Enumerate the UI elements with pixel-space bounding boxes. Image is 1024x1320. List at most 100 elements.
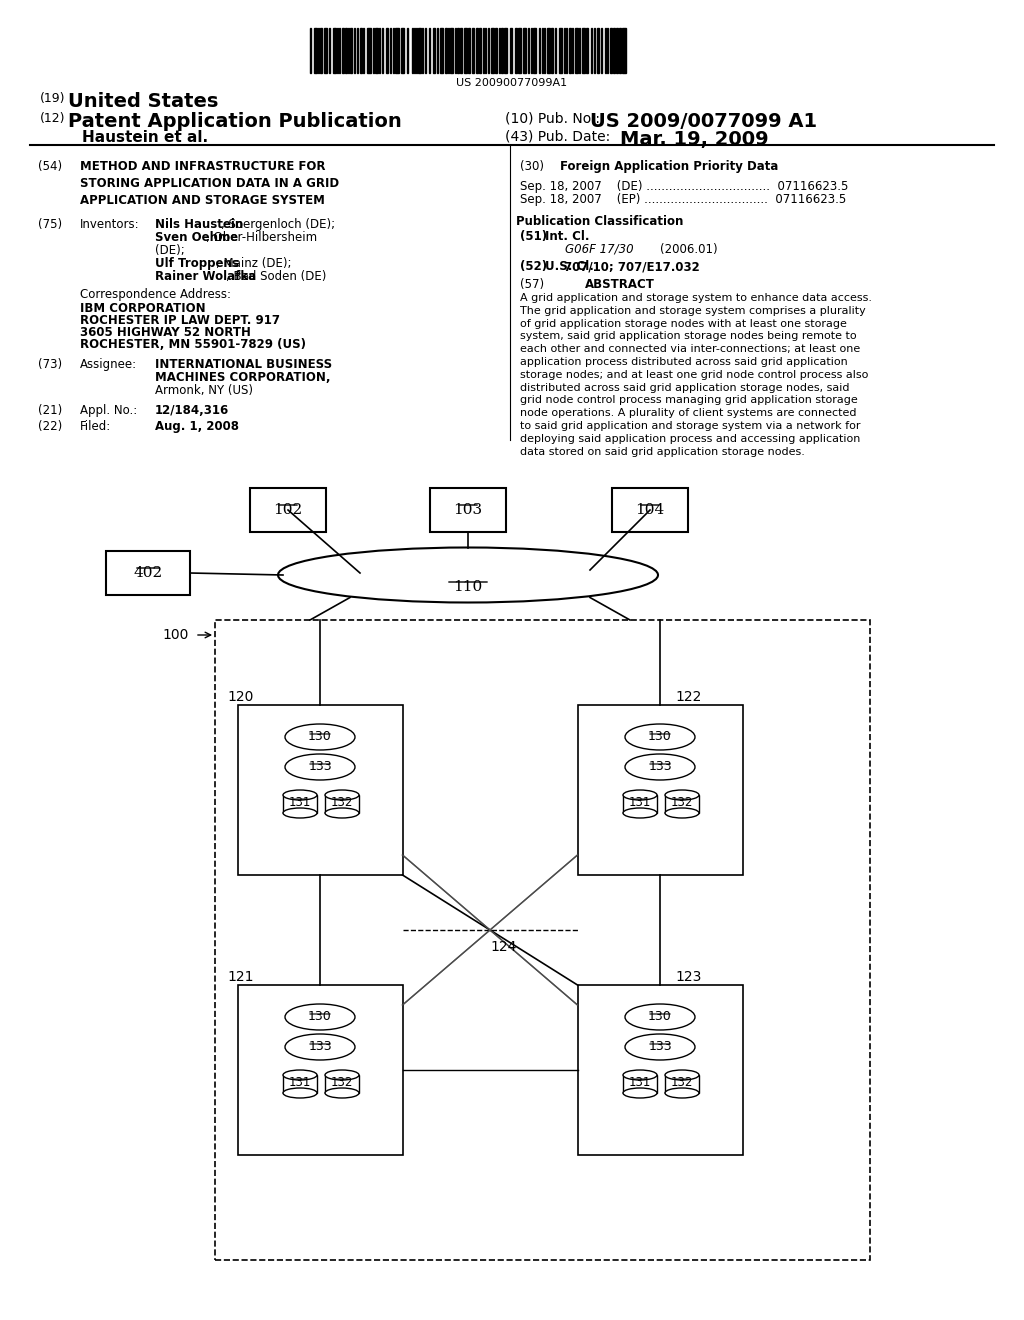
Bar: [500, 28, 501, 73]
Ellipse shape: [623, 808, 657, 818]
Ellipse shape: [665, 1071, 699, 1080]
Bar: [362, 28, 364, 73]
Bar: [238, 705, 402, 875]
Text: 131: 131: [289, 1076, 311, 1089]
Text: (52): (52): [520, 260, 547, 273]
Bar: [321, 28, 322, 73]
Bar: [582, 28, 585, 73]
Ellipse shape: [623, 1071, 657, 1080]
Ellipse shape: [623, 1088, 657, 1098]
Ellipse shape: [625, 1005, 695, 1030]
Bar: [379, 28, 380, 73]
Text: (57): (57): [520, 279, 544, 290]
Bar: [345, 28, 347, 73]
Bar: [337, 28, 338, 73]
Bar: [623, 795, 657, 813]
Text: (30): (30): [520, 160, 544, 173]
Ellipse shape: [285, 754, 355, 780]
Text: (2006.01): (2006.01): [660, 243, 718, 256]
Text: (22): (22): [38, 420, 62, 433]
Bar: [578, 985, 742, 1155]
Bar: [551, 28, 553, 73]
Bar: [382, 28, 383, 73]
Bar: [523, 28, 525, 73]
Bar: [568, 28, 570, 73]
Ellipse shape: [278, 548, 658, 602]
Text: , Mainz (DE);: , Mainz (DE);: [216, 257, 292, 271]
Ellipse shape: [325, 1088, 359, 1098]
Text: U.S. Cl.: U.S. Cl.: [545, 260, 594, 273]
Bar: [350, 28, 352, 73]
Ellipse shape: [283, 1071, 317, 1080]
Text: 120: 120: [227, 690, 254, 704]
Ellipse shape: [325, 1071, 359, 1080]
Bar: [482, 28, 483, 73]
Text: 12/184,316: 12/184,316: [155, 404, 229, 417]
Bar: [464, 28, 467, 73]
Bar: [407, 28, 409, 73]
Bar: [594, 28, 595, 73]
Bar: [422, 28, 423, 73]
Ellipse shape: [283, 808, 317, 818]
Text: INTERNATIONAL BUSINESS: INTERNATIONAL BUSINESS: [155, 358, 332, 371]
Bar: [623, 1074, 657, 1093]
Bar: [490, 28, 495, 73]
Bar: [329, 28, 330, 73]
Bar: [359, 28, 361, 73]
Text: 104: 104: [635, 503, 665, 517]
Ellipse shape: [285, 723, 355, 750]
Text: IBM CORPORATION: IBM CORPORATION: [80, 302, 206, 315]
Bar: [545, 28, 546, 73]
Text: (19): (19): [40, 92, 66, 106]
Bar: [354, 28, 355, 73]
Text: 131: 131: [289, 796, 311, 808]
Bar: [479, 28, 481, 73]
Ellipse shape: [623, 789, 657, 800]
Bar: [456, 28, 457, 73]
Text: ROCHESTER IP LAW DEPT. 917: ROCHESTER IP LAW DEPT. 917: [80, 314, 280, 327]
Text: , Soergenloch (DE);: , Soergenloch (DE);: [221, 218, 336, 231]
Text: 3605 HIGHWAY 52 NORTH: 3605 HIGHWAY 52 NORTH: [80, 326, 251, 339]
Bar: [609, 28, 612, 73]
Text: Foreign Application Priority Data: Foreign Application Priority Data: [560, 160, 778, 173]
Bar: [542, 28, 543, 73]
Bar: [539, 28, 540, 73]
Bar: [518, 28, 521, 73]
Bar: [488, 28, 489, 73]
Text: 122: 122: [675, 690, 701, 704]
Bar: [416, 28, 417, 73]
Bar: [597, 28, 599, 73]
Bar: [390, 28, 391, 73]
Bar: [579, 28, 580, 73]
Text: 132: 132: [671, 796, 693, 808]
Bar: [374, 28, 375, 73]
Text: Publication Classification: Publication Classification: [516, 215, 684, 228]
Text: Aug. 1, 2008: Aug. 1, 2008: [155, 420, 239, 433]
Text: Nils Haustein: Nils Haustein: [155, 218, 244, 231]
Bar: [451, 28, 453, 73]
Bar: [555, 28, 556, 73]
Bar: [620, 28, 622, 73]
Text: 130: 130: [308, 730, 332, 743]
Bar: [615, 28, 618, 73]
Text: US 2009/0077099 A1: US 2009/0077099 A1: [590, 112, 817, 131]
Text: Correspondence Address:: Correspondence Address:: [80, 288, 231, 301]
Text: US 20090077099A1: US 20090077099A1: [457, 78, 567, 88]
Bar: [348, 28, 349, 73]
Text: (51): (51): [520, 230, 547, 243]
Bar: [528, 28, 529, 73]
Bar: [392, 28, 394, 73]
Text: Sep. 18, 2007    (EP) .................................  07116623.5: Sep. 18, 2007 (EP) .....................…: [520, 193, 846, 206]
Text: Int. Cl.: Int. Cl.: [545, 230, 590, 243]
Ellipse shape: [665, 789, 699, 800]
Text: Inventors:: Inventors:: [80, 218, 139, 231]
Text: 121: 121: [227, 970, 254, 983]
Text: Sven Oehme: Sven Oehme: [155, 231, 239, 244]
Bar: [395, 28, 398, 73]
Text: Sep. 18, 2007    (DE) .................................  07116623.5: Sep. 18, 2007 (DE) .....................…: [520, 180, 848, 193]
Bar: [460, 28, 462, 73]
Bar: [475, 28, 478, 73]
Ellipse shape: [285, 1034, 355, 1060]
Ellipse shape: [325, 808, 359, 818]
Bar: [283, 1074, 317, 1093]
